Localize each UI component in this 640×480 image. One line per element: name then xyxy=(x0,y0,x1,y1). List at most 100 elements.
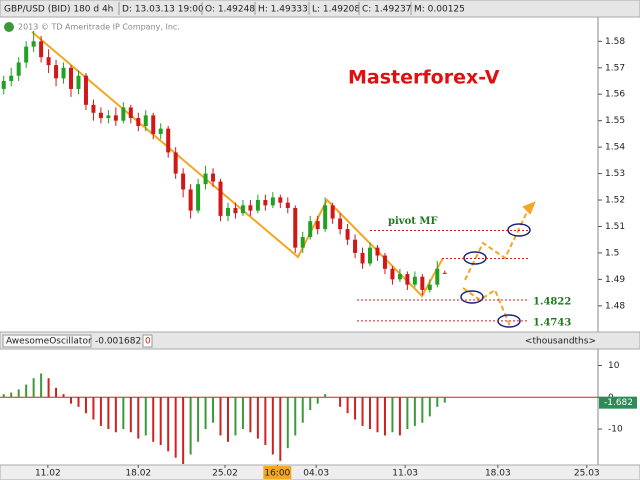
candle-body xyxy=(360,252,365,264)
y-tick-label: -10 xyxy=(608,425,623,435)
candle-body xyxy=(330,205,335,219)
info-field: O: 1.49248 xyxy=(205,5,255,15)
copyright: 2013 © TD Ameritrade IP Company, Inc. xyxy=(18,23,180,32)
candle-body xyxy=(76,75,81,89)
indicator-value: -0.001682 xyxy=(95,337,141,347)
candle-body xyxy=(338,218,343,230)
level-label: pivot MF xyxy=(388,216,438,227)
param-box xyxy=(142,334,153,348)
x-tick-label: 16:00 xyxy=(264,469,290,479)
indicator-bar xyxy=(0,331,640,350)
candle-body xyxy=(121,107,126,121)
candle-body xyxy=(315,221,320,230)
y-tick-label: 1.51 xyxy=(605,222,625,232)
candle-body xyxy=(83,75,88,105)
candle-body xyxy=(368,247,373,264)
candle-body xyxy=(54,65,59,79)
info-bar xyxy=(0,0,640,18)
x-tick-label: 11.03 xyxy=(392,469,418,479)
info-field: GBP/USD (BID) 180 d 4h xyxy=(4,5,113,15)
y-tick-label: 1.58 xyxy=(605,37,625,47)
candle-body xyxy=(293,207,298,248)
indicator-param: 0 xyxy=(145,337,151,347)
info-field: H: 1.49333 xyxy=(258,5,308,15)
ellipse xyxy=(460,290,484,304)
candle-body xyxy=(412,276,417,285)
candle-body xyxy=(61,67,66,79)
candle-body xyxy=(46,57,51,66)
y-tick-label: 1.56 xyxy=(605,90,625,100)
candle-body xyxy=(233,207,238,214)
zigzag xyxy=(31,31,444,298)
candle-body xyxy=(405,274,410,285)
y-tick-label: 1.57 xyxy=(605,63,625,73)
x-tick-label: 25.03 xyxy=(574,469,600,479)
candle-body xyxy=(39,41,44,58)
level-label: 1.4743 xyxy=(533,317,571,328)
y-tick-label: 1.54 xyxy=(605,143,625,153)
candle-body xyxy=(420,276,425,290)
candle-body xyxy=(151,115,156,134)
candle-body xyxy=(91,104,96,113)
x-tick-label: 18.03 xyxy=(485,469,511,479)
y-tick-label: 1.52 xyxy=(605,196,625,206)
candle-body xyxy=(278,197,283,203)
candle-body xyxy=(16,62,21,76)
logo-icon xyxy=(4,22,14,32)
indicator-name-box xyxy=(2,334,92,348)
candle-body xyxy=(113,115,118,121)
candle-body xyxy=(435,268,440,285)
candle-body xyxy=(390,268,395,280)
candle-body xyxy=(397,274,402,280)
x-tick-label: 11.02 xyxy=(35,469,61,479)
candle-body xyxy=(166,128,171,153)
x-tick-label: 04.03 xyxy=(303,469,329,479)
unit-label: <thousandths> xyxy=(525,337,596,347)
info-field: M: 0.00125 xyxy=(414,5,465,15)
candle-body xyxy=(442,272,447,274)
candle-body xyxy=(173,152,178,174)
candle-body xyxy=(323,205,328,230)
candle-body xyxy=(24,46,29,63)
y-tick-label: 1.55 xyxy=(605,116,625,126)
candle-body xyxy=(158,128,163,134)
y-tick-label: 1.48 xyxy=(605,301,625,311)
candle-body xyxy=(353,239,358,253)
candle-body xyxy=(98,112,103,119)
candle-body xyxy=(31,41,36,47)
last-value-box xyxy=(599,396,637,409)
candle-body xyxy=(196,184,201,211)
projection-up xyxy=(464,209,529,281)
info-field: C: 1.49237 xyxy=(362,5,411,15)
candle-body xyxy=(203,173,208,185)
info-field: D: 13.03.13 19:00 xyxy=(122,5,204,15)
y-tick-label: 1.49 xyxy=(605,275,625,285)
level-label: 1.4822 xyxy=(533,296,571,307)
info-field: L: 1.49208 xyxy=(312,5,360,15)
y-tick-label: 1.53 xyxy=(605,169,625,179)
arrow-head xyxy=(522,201,536,215)
candle-body xyxy=(248,205,253,211)
candle-body xyxy=(427,284,432,290)
projection-down xyxy=(462,287,511,327)
candle-body xyxy=(285,202,290,208)
candle-body xyxy=(308,221,313,238)
candle-body xyxy=(375,247,380,256)
candle-body xyxy=(128,107,133,119)
candle-body xyxy=(270,197,275,206)
candle-body xyxy=(136,118,141,126)
candle-body xyxy=(188,189,193,211)
candle-body xyxy=(240,205,245,214)
candle-body xyxy=(263,200,268,206)
candle-body xyxy=(181,173,186,190)
time-axis xyxy=(0,464,640,480)
x-tick-highlight xyxy=(263,466,292,479)
candle-body xyxy=(9,75,14,82)
candle-body xyxy=(382,255,387,269)
candle-body xyxy=(1,81,6,89)
candle-body xyxy=(211,173,216,182)
candle-body xyxy=(255,200,260,211)
candle-body xyxy=(345,229,350,240)
